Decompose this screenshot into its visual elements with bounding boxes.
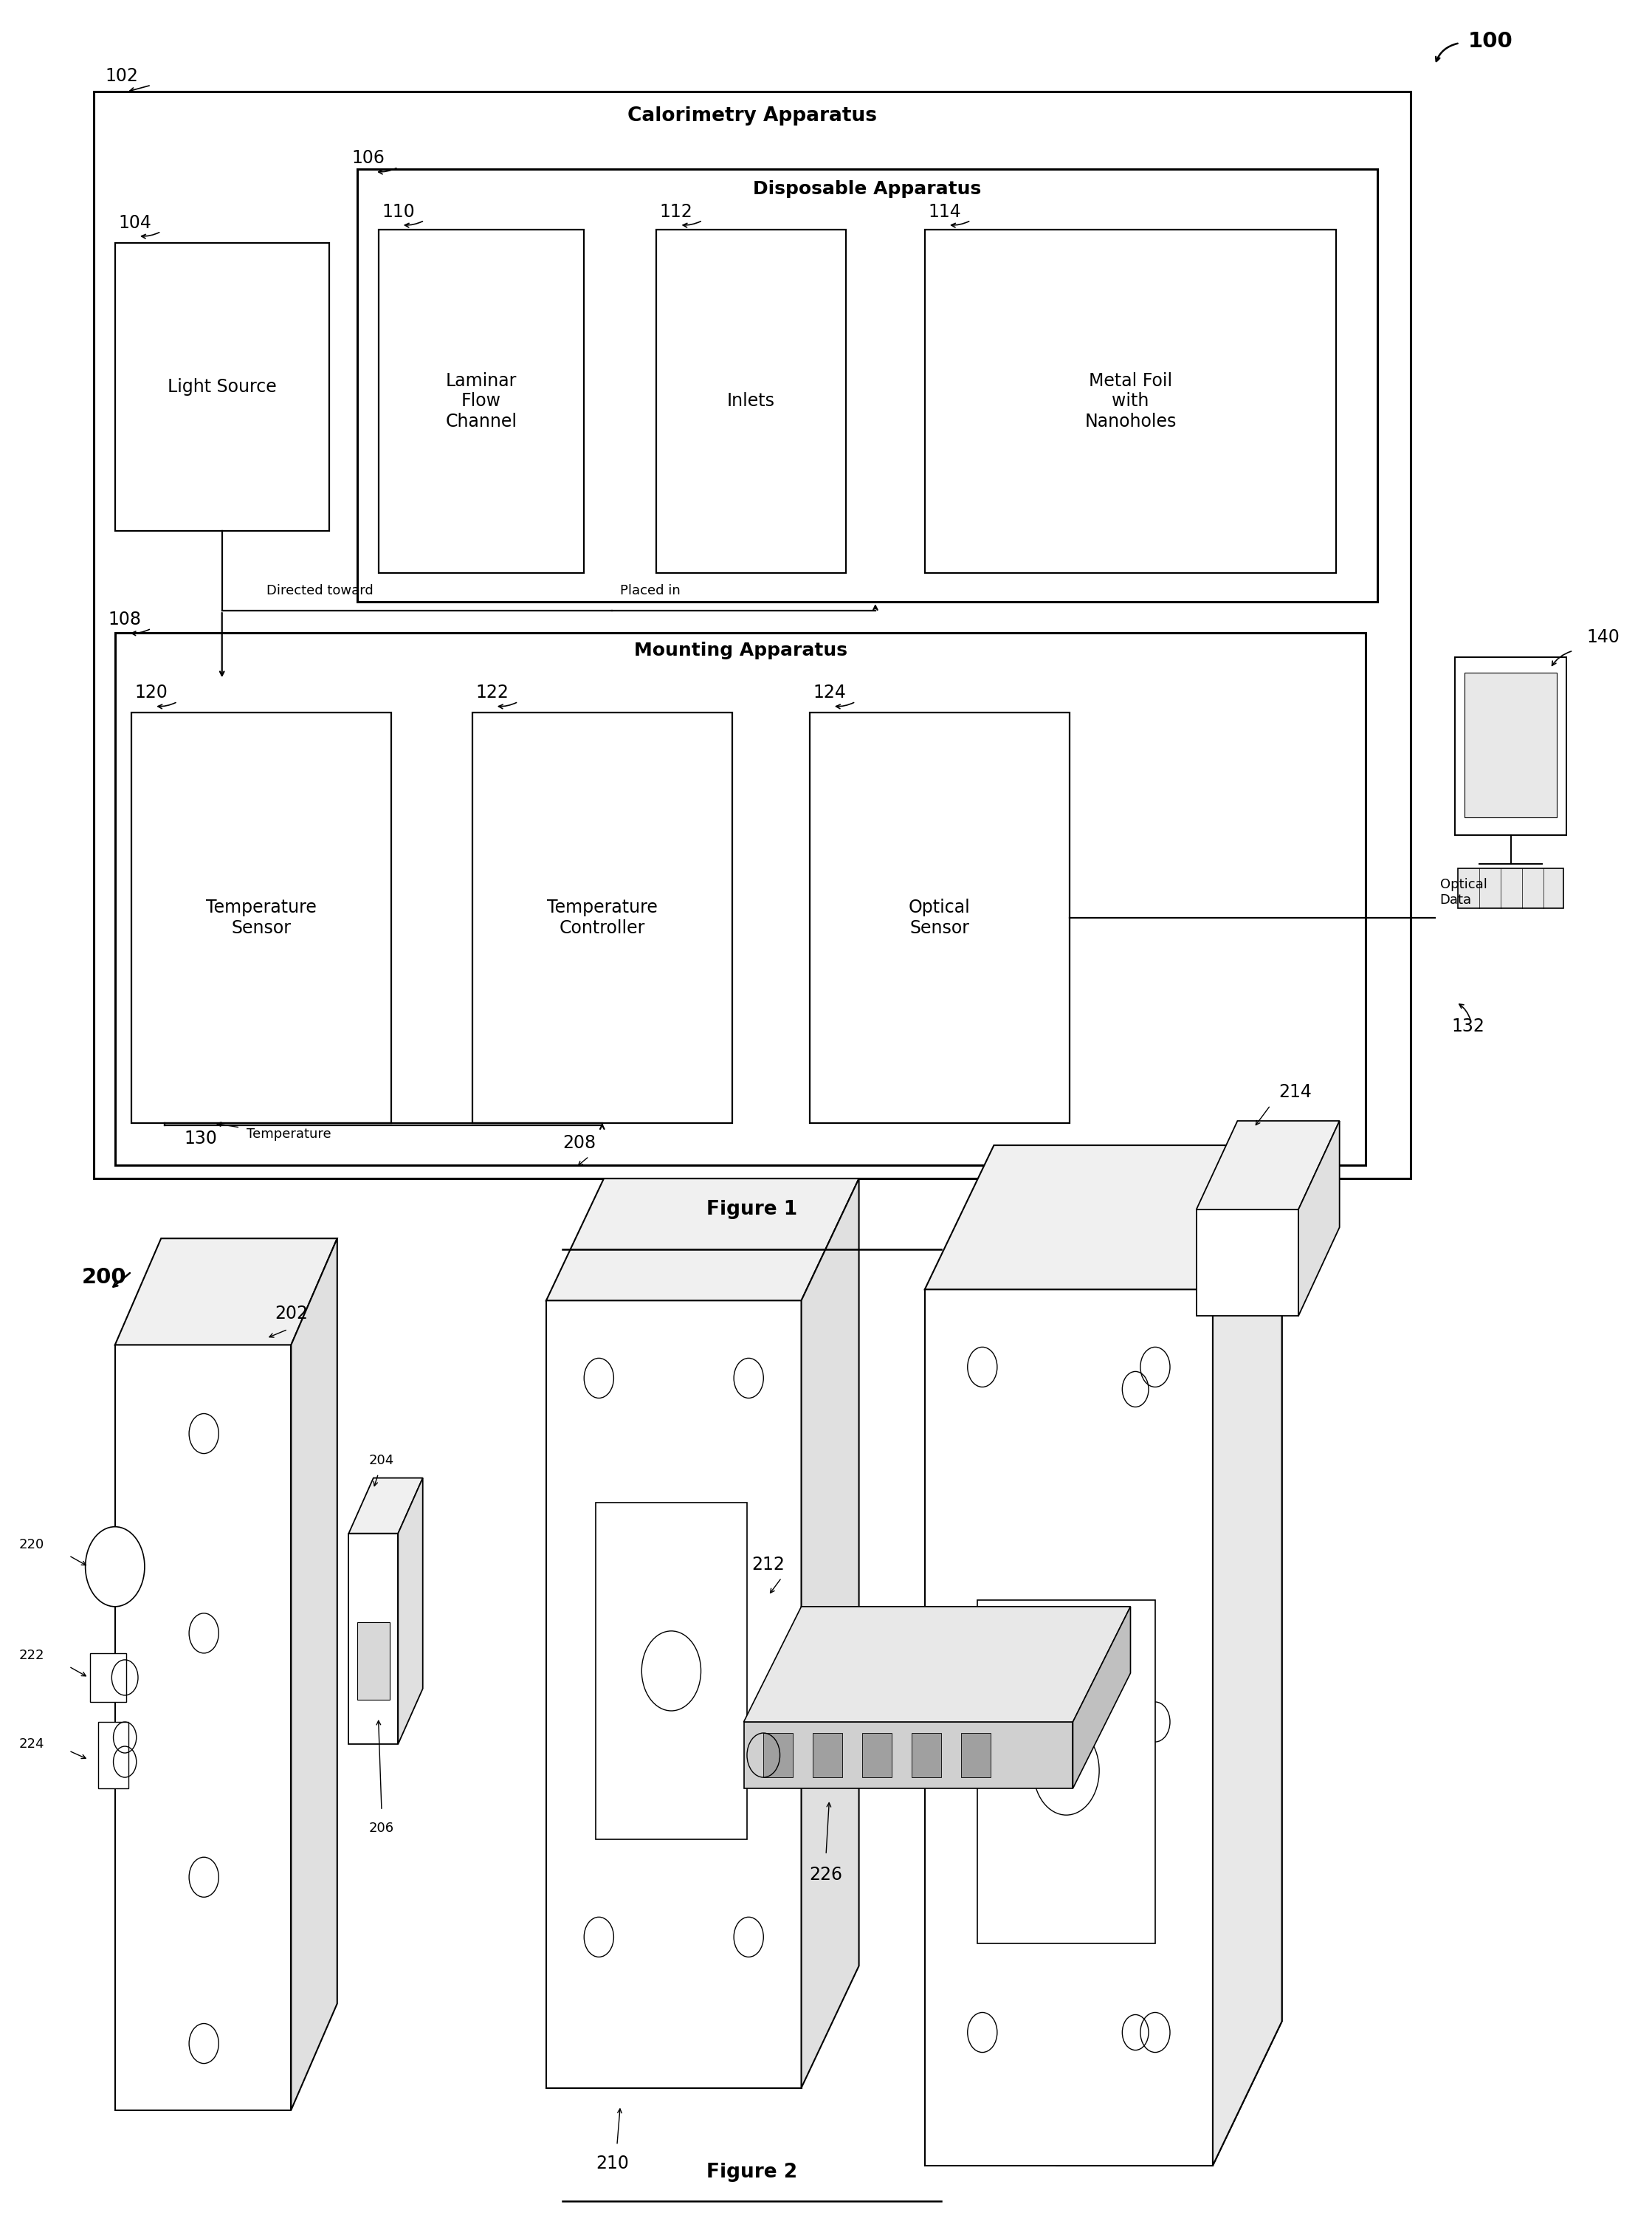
Text: 110: 110 <box>382 202 415 220</box>
Text: Disposable Apparatus: Disposable Apparatus <box>753 180 981 198</box>
Polygon shape <box>116 1346 291 2111</box>
Polygon shape <box>547 1301 801 2088</box>
Text: Placed in: Placed in <box>620 585 681 598</box>
Polygon shape <box>1213 1145 1282 2166</box>
Polygon shape <box>1298 1121 1340 1317</box>
Text: Temperature
Sensor: Temperature Sensor <box>206 898 317 936</box>
Text: Figure 2: Figure 2 <box>707 2162 798 2182</box>
FancyBboxPatch shape <box>378 229 585 574</box>
Text: 122: 122 <box>476 685 509 703</box>
Text: 108: 108 <box>109 612 142 629</box>
FancyBboxPatch shape <box>91 1652 127 1701</box>
FancyBboxPatch shape <box>925 229 1336 574</box>
Text: Directed toward: Directed toward <box>266 585 373 598</box>
FancyBboxPatch shape <box>99 1721 129 1788</box>
Text: 214: 214 <box>1279 1083 1312 1101</box>
Text: Temperature: Temperature <box>246 1128 332 1141</box>
Text: Light Source: Light Source <box>167 378 276 396</box>
Text: 204: 204 <box>368 1454 393 1468</box>
Text: Figure 1: Figure 1 <box>707 1201 798 1219</box>
Text: Calorimetry Apparatus: Calorimetry Apparatus <box>628 107 877 127</box>
Text: 100: 100 <box>1469 31 1513 51</box>
Text: Mounting Apparatus: Mounting Apparatus <box>634 643 847 661</box>
Text: 112: 112 <box>659 202 692 220</box>
Text: Optical
Sensor: Optical Sensor <box>909 898 970 936</box>
Text: 106: 106 <box>352 149 385 167</box>
Text: 132: 132 <box>1452 1019 1485 1036</box>
FancyBboxPatch shape <box>596 1503 747 1839</box>
FancyBboxPatch shape <box>763 1732 793 1777</box>
Polygon shape <box>801 1179 859 2088</box>
Text: 220: 220 <box>18 1537 45 1550</box>
FancyBboxPatch shape <box>1455 658 1566 834</box>
Text: 206: 206 <box>368 1821 393 1835</box>
Polygon shape <box>743 1606 1130 1721</box>
Polygon shape <box>1056 1290 1213 2166</box>
Circle shape <box>86 1526 145 1606</box>
Polygon shape <box>1213 1145 1282 2166</box>
Text: 140: 140 <box>1586 629 1619 647</box>
FancyBboxPatch shape <box>809 712 1069 1123</box>
Text: 202: 202 <box>274 1305 307 1323</box>
Polygon shape <box>547 1179 859 1301</box>
Polygon shape <box>1196 1121 1340 1210</box>
Polygon shape <box>398 1479 423 1744</box>
Polygon shape <box>349 1532 398 1744</box>
Text: 114: 114 <box>928 202 961 220</box>
FancyBboxPatch shape <box>1459 867 1563 907</box>
Text: 104: 104 <box>119 214 152 231</box>
Polygon shape <box>291 1239 337 2111</box>
Text: Metal Foil
with
Nanoholes: Metal Foil with Nanoholes <box>1085 371 1176 431</box>
FancyBboxPatch shape <box>978 1599 1155 1944</box>
Text: 102: 102 <box>106 67 139 85</box>
Text: 130: 130 <box>183 1130 218 1148</box>
FancyBboxPatch shape <box>132 712 392 1123</box>
Polygon shape <box>1196 1210 1298 1317</box>
FancyBboxPatch shape <box>94 91 1411 1179</box>
FancyBboxPatch shape <box>357 169 1378 603</box>
Text: Temperature
Controller: Temperature Controller <box>547 898 657 936</box>
Text: 222: 222 <box>18 1648 45 1661</box>
Polygon shape <box>349 1479 423 1532</box>
Text: 208: 208 <box>563 1134 596 1152</box>
Text: Inlets: Inlets <box>727 391 775 409</box>
Polygon shape <box>743 1721 1072 1788</box>
FancyBboxPatch shape <box>116 242 329 532</box>
FancyBboxPatch shape <box>357 1621 390 1699</box>
Text: Optical
Data: Optical Data <box>1441 878 1487 907</box>
FancyBboxPatch shape <box>472 712 732 1123</box>
FancyBboxPatch shape <box>813 1732 843 1777</box>
Polygon shape <box>116 1239 337 1346</box>
FancyBboxPatch shape <box>961 1732 991 1777</box>
Text: Laminar
Flow
Channel: Laminar Flow Channel <box>446 371 517 431</box>
Text: 210: 210 <box>596 2155 629 2173</box>
Polygon shape <box>925 1145 1282 1290</box>
Polygon shape <box>1072 1606 1130 1788</box>
Polygon shape <box>925 1290 1213 2166</box>
Text: 120: 120 <box>135 685 169 703</box>
Text: 200: 200 <box>83 1268 127 1288</box>
Text: 226: 226 <box>809 1866 843 1884</box>
FancyBboxPatch shape <box>912 1732 942 1777</box>
FancyBboxPatch shape <box>116 634 1366 1165</box>
Text: 212: 212 <box>752 1555 785 1572</box>
Text: 124: 124 <box>813 685 846 703</box>
FancyBboxPatch shape <box>862 1732 892 1777</box>
FancyBboxPatch shape <box>656 229 846 574</box>
FancyBboxPatch shape <box>1465 674 1556 816</box>
Text: 224: 224 <box>18 1737 45 1750</box>
Polygon shape <box>1056 1145 1282 1290</box>
